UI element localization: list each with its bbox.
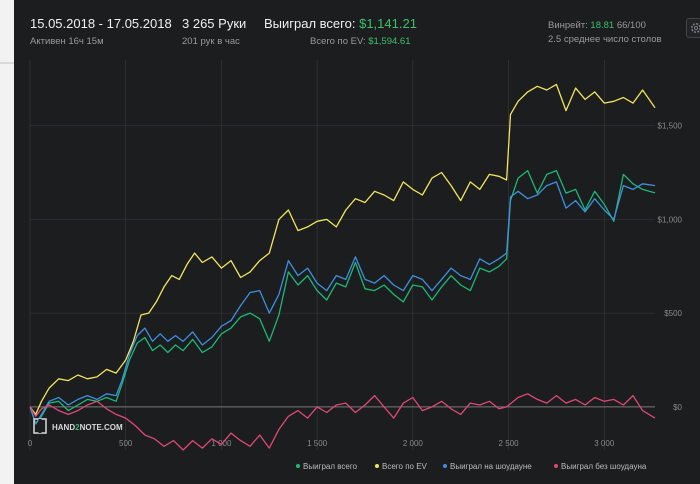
hands-per-hour: 201 рук в час bbox=[182, 36, 240, 47]
legend-marker bbox=[296, 464, 300, 468]
logo-text: HAND2NOTE.COM bbox=[52, 423, 123, 432]
legend-marker bbox=[443, 464, 447, 468]
winrate-label: Винрейт: bbox=[548, 20, 588, 31]
active-time: Активен 16ч 15м bbox=[30, 36, 104, 47]
gear-icon bbox=[691, 23, 700, 33]
ev-total: Всего по EV: $1,594.61 bbox=[310, 36, 410, 47]
winrate-extra: 66/100 bbox=[616, 20, 646, 31]
hands-count: 3 265 Руки bbox=[182, 16, 247, 31]
series-line-3 bbox=[29, 393, 656, 451]
x-tick-label: 1 500 bbox=[307, 439, 328, 448]
legend-label[interactable]: Всего по EV bbox=[382, 462, 428, 471]
series-line-1 bbox=[29, 83, 656, 416]
winrate-value: 18.81 bbox=[590, 20, 615, 31]
legend-label[interactable]: Выиграл без шоудауна bbox=[561, 462, 647, 471]
legend-label[interactable]: Выиграл на шоудауне bbox=[450, 462, 532, 471]
avg-tables: 2.5 среднее число столов bbox=[548, 34, 662, 45]
legend-marker bbox=[375, 464, 379, 468]
legend-marker bbox=[554, 464, 558, 468]
date-range: 15.05.2018 - 17.05.2018 bbox=[30, 16, 172, 31]
y-tick-label: $1,500 bbox=[658, 122, 683, 131]
ev-total-label: Всего по EV: bbox=[310, 36, 366, 47]
x-tick-label: 0 bbox=[28, 439, 33, 448]
settings-button[interactable] bbox=[686, 18, 700, 38]
left-edge-strip bbox=[0, 0, 14, 484]
graph-panel: 15.05.2018 - 17.05.2018 Активен 16ч 15м … bbox=[14, 0, 700, 484]
series-line-2 bbox=[29, 181, 656, 425]
y-tick-label: $1,000 bbox=[658, 215, 683, 224]
won-total-value: $1,141.21 bbox=[359, 16, 417, 31]
x-tick-label: 500 bbox=[119, 439, 133, 448]
y-tick-label: $0 bbox=[673, 403, 682, 412]
ev-total-value: $1,594.61 bbox=[368, 36, 411, 47]
winrate: Винрейт: 18.81 66/100 bbox=[548, 20, 646, 31]
x-tick-label: 3 000 bbox=[594, 439, 615, 448]
legend-label[interactable]: Выиграл всего bbox=[303, 462, 358, 471]
hand2note-logo: HAND2NOTE.COM bbox=[33, 418, 123, 434]
won-total-label: Выиграл всего: bbox=[264, 16, 356, 31]
left-strip-divider bbox=[0, 62, 14, 64]
y-tick-label: $500 bbox=[664, 309, 682, 318]
x-tick-label: 2 500 bbox=[499, 439, 520, 448]
won-total: Выиграл всего: $1,141.21 bbox=[264, 16, 417, 31]
series-line-0 bbox=[29, 169, 656, 425]
x-tick-label: 2 000 bbox=[403, 439, 424, 448]
